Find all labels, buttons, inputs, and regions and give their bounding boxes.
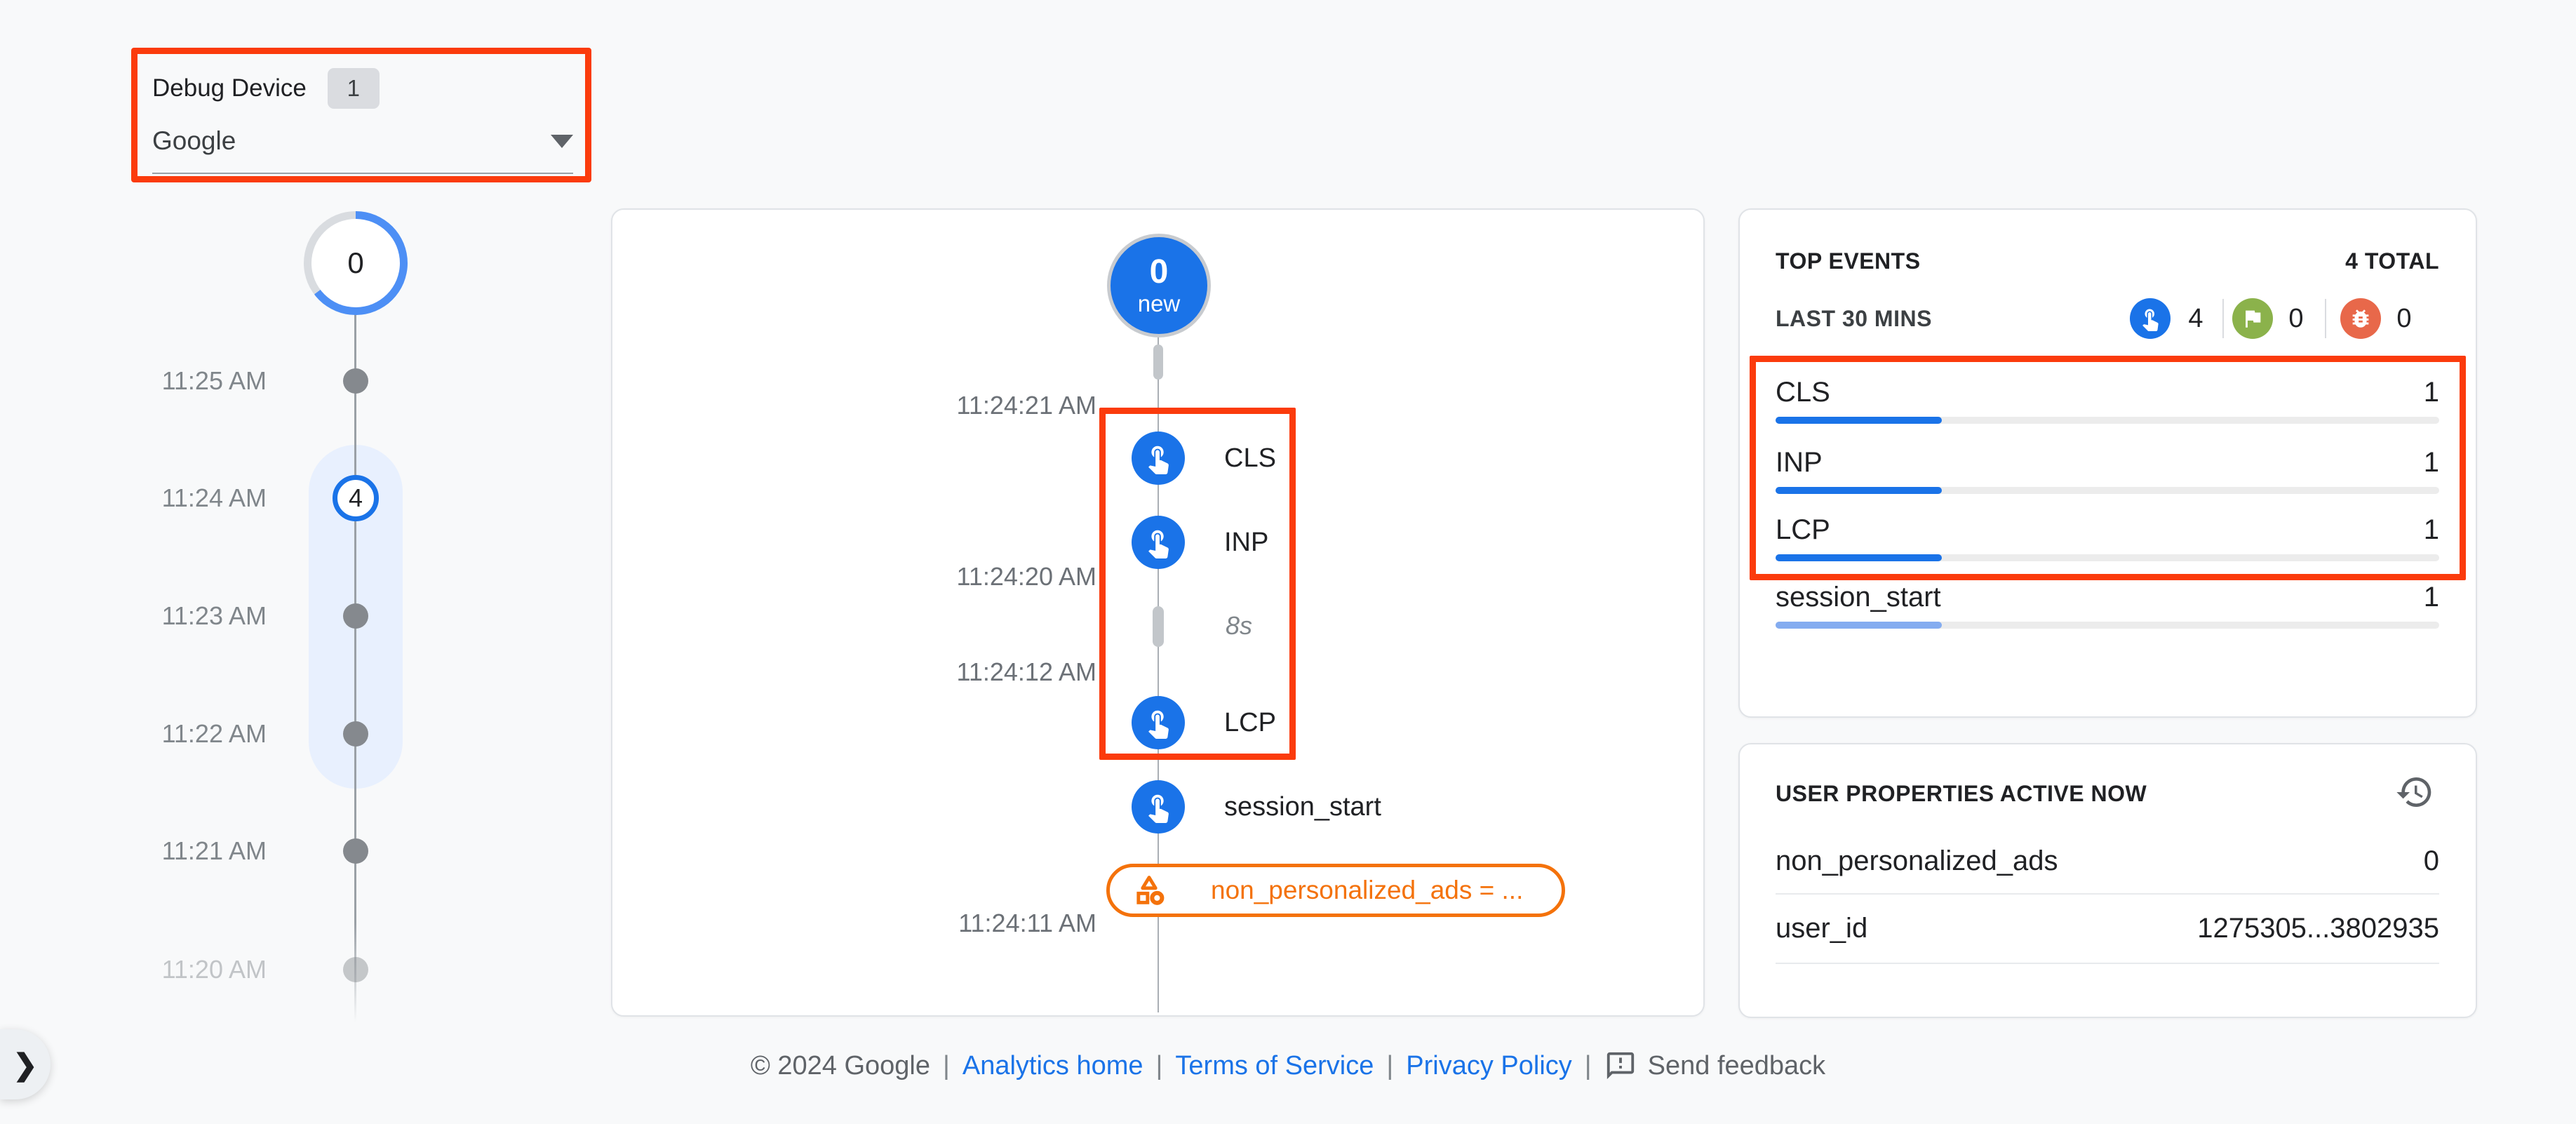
- terms-of-service-link[interactable]: Terms of Service: [1175, 1050, 1374, 1080]
- event-row[interactable]: LCP: [1132, 696, 1276, 749]
- top-event-bar: [1776, 554, 2439, 561]
- top-event-row-count: 1: [2423, 377, 2439, 408]
- minute-dot[interactable]: [343, 838, 368, 864]
- footer-separator: |: [1155, 1050, 1163, 1080]
- dropdown-underline: [152, 173, 573, 174]
- minute-tick-label: 11:22 AM: [161, 719, 267, 748]
- user-property-pill[interactable]: non_personalized_ads = ...: [1106, 864, 1565, 917]
- analytics-home-link[interactable]: Analytics home: [962, 1050, 1143, 1080]
- footer: © 2024 Google | Analytics home | Terms o…: [0, 1050, 2576, 1082]
- user-property-value: 0: [2423, 845, 2439, 876]
- expand-panel-button[interactable]: ❯: [0, 1029, 51, 1099]
- top-event-row-name[interactable]: session_start: [1776, 582, 1941, 613]
- minute-tick-label: 11:21 AM: [161, 836, 267, 865]
- event-name: LCP: [1224, 707, 1276, 737]
- stream-timeline-line: [1158, 335, 1159, 1012]
- debug-device-count-badge: 1: [327, 68, 380, 109]
- counter-divider: [2222, 299, 2224, 338]
- stream-gap-capsule: [1153, 344, 1163, 380]
- top-event-row-count: 1: [2423, 514, 2439, 545]
- privacy-policy-link[interactable]: Privacy Policy: [1406, 1050, 1572, 1080]
- time-window-label: LAST 30 MINS: [1776, 306, 1932, 331]
- minute-dot[interactable]: [343, 957, 368, 982]
- top-event-row-name[interactable]: CLS: [1776, 377, 1830, 408]
- user-properties-card: USER PROPERTIES ACTIVE NOW non_personali…: [1738, 743, 2477, 1018]
- event-name: INP: [1224, 527, 1269, 557]
- row-divider: [1776, 963, 2439, 964]
- bug-icon[interactable]: [2340, 298, 2381, 339]
- history-icon[interactable]: [2395, 772, 2434, 815]
- footer-separator: |: [943, 1050, 950, 1080]
- debug-device-dropdown[interactable]: Google: [152, 121, 573, 161]
- debug-device-selected-value: Google: [152, 126, 236, 155]
- user-properties-title: USER PROPERTIES ACTIVE NOW: [1776, 781, 2147, 806]
- row-divider: [1776, 893, 2439, 895]
- user-property-value: 1275305...3802935: [2197, 913, 2439, 944]
- stream-gap-capsule: [1153, 606, 1164, 647]
- chevron-right-icon: ❯: [13, 1048, 38, 1081]
- send-feedback-label: Send feedback: [1647, 1050, 1826, 1080]
- user-property-name: user_id: [1776, 913, 1868, 944]
- footer-separator: |: [1386, 1050, 1394, 1080]
- stream-timestamp: 11:24:12 AM: [956, 657, 1096, 686]
- user-property-name: non_personalized_ads: [1776, 845, 2058, 876]
- footer-separator: |: [1584, 1050, 1592, 1080]
- minute-timeline-line: [354, 314, 356, 1022]
- top-event-row-name[interactable]: INP: [1776, 447, 1823, 478]
- stream-timestamp: 11:24:20 AM: [956, 562, 1096, 591]
- top-event-row-count: 1: [2423, 447, 2439, 478]
- event-stream-card: 0 new 11:24:21 AM 11:24:20 AM 11:24:12 A…: [611, 208, 1705, 1017]
- stream-timestamp: 11:24:11 AM: [958, 909, 1096, 937]
- top-event-bar: [1776, 417, 2439, 424]
- debug-device-selector: Debug Device 1 Google: [131, 48, 591, 182]
- event-name: session_start: [1224, 791, 1381, 822]
- copyright-text: © 2024 Google: [750, 1050, 930, 1080]
- gap-duration-label: 8s: [1226, 611, 1253, 640]
- live-spinner-count: 0: [311, 219, 400, 307]
- minute-dot[interactable]: [343, 368, 368, 394]
- selected-minute-count[interactable]: 4: [333, 475, 379, 521]
- debug-device-label: Debug Device: [152, 74, 307, 102]
- touch-icon: [1132, 696, 1185, 749]
- minute-dot[interactable]: [343, 721, 368, 747]
- event-row[interactable]: CLS: [1132, 431, 1276, 485]
- new-events-label: new: [1137, 290, 1181, 316]
- user-property-pill-text: non_personalized_ads = ...: [1211, 876, 1524, 904]
- shapes-icon: [1131, 872, 1167, 909]
- event-row[interactable]: session_start: [1132, 780, 1381, 834]
- flag-icon[interactable]: [2232, 298, 2273, 339]
- top-event-bar: [1776, 487, 2439, 494]
- touch-icon: [1132, 516, 1185, 569]
- top-event-row-count: 1: [2423, 582, 2439, 613]
- minute-dot[interactable]: [343, 603, 368, 629]
- top-events-card: TOP EVENTS 4 TOTAL LAST 30 MINS 4 0 0 CL…: [1738, 208, 2477, 718]
- minute-tick-label: 11:24 AM: [161, 483, 267, 512]
- stream-timestamp: 11:24:21 AM: [956, 391, 1096, 420]
- minute-tick-label: 11:20 AM: [161, 955, 267, 984]
- touch-icon[interactable]: [2130, 298, 2171, 339]
- live-spinner: 0: [304, 211, 408, 315]
- top-event-bar: [1776, 622, 2439, 629]
- annotation-box-top-events: [1750, 356, 2466, 580]
- minute-tick-label: 11:25 AM: [161, 366, 267, 395]
- counter-divider: [2325, 299, 2326, 338]
- touch-icon: [1132, 431, 1185, 485]
- top-event-row-name[interactable]: LCP: [1776, 514, 1830, 545]
- minute-tick-label: 11:23 AM: [161, 601, 267, 630]
- event-counter-value: 4: [2188, 304, 2203, 333]
- top-events-title: TOP EVENTS: [1776, 248, 1921, 274]
- chevron-down-icon: [551, 134, 573, 148]
- event-name: CLS: [1224, 443, 1276, 473]
- conversion-counter-value: 0: [2288, 304, 2304, 333]
- send-feedback-button[interactable]: Send feedback: [1604, 1050, 1826, 1082]
- debug-device-header: Debug Device 1: [152, 67, 380, 109]
- top-events-total: 4 TOTAL: [2345, 248, 2439, 274]
- new-events-badge[interactable]: 0 new: [1107, 234, 1211, 337]
- error-counter-value: 0: [2396, 304, 2412, 333]
- new-events-count: 0: [1149, 253, 1169, 290]
- event-row[interactable]: INP: [1132, 516, 1268, 569]
- touch-icon: [1132, 780, 1185, 834]
- feedback-icon: [1604, 1050, 1637, 1082]
